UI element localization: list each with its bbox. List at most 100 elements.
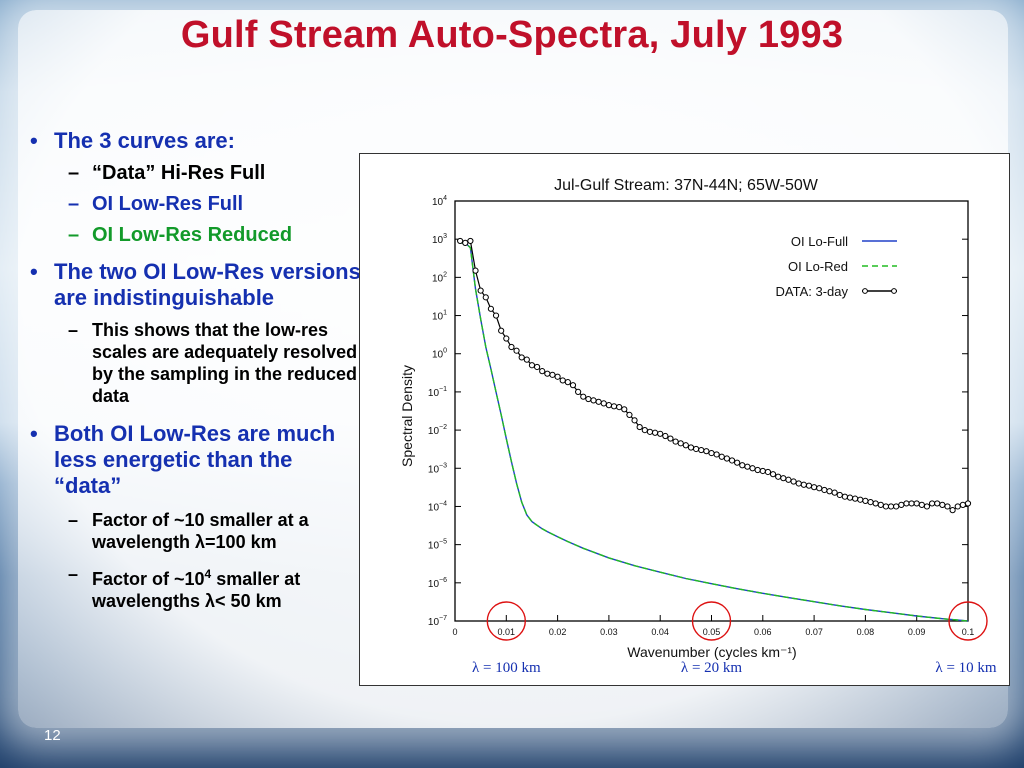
highlight-circle: [486, 601, 527, 641]
data-point: [908, 500, 915, 507]
data-point: [846, 494, 854, 501]
data-point: [631, 417, 638, 424]
spectra-chart: Jul-Gulf Stream: 37N-44N; 65W-50W 104 103…: [399, 177, 997, 676]
data-point: [780, 475, 787, 482]
data-point: [595, 398, 602, 405]
series-layer: [457, 237, 972, 622]
data-point: [585, 395, 592, 403]
data-point: [554, 373, 561, 380]
sub-bullet-sampling: – This shows that the low-res scales are …: [68, 320, 358, 406]
sub-bullet-text: This shows that the low-res scales are a…: [92, 320, 358, 406]
data-point: [477, 287, 484, 294]
data-point: [539, 368, 546, 375]
data-point: [708, 449, 715, 457]
data-point: [816, 485, 823, 492]
sub-bullet-oi-reduced: – OI Low-Res Reduced: [68, 224, 293, 246]
bullet-text: Both OI Low-Res are much less energetic …: [54, 421, 336, 498]
data-point: [831, 489, 838, 496]
bullet-indistinguishable: • The two OI Low-Res versions are indist…: [30, 259, 365, 311]
data-point: [621, 406, 628, 413]
data-point: [616, 404, 623, 411]
data-point: [852, 495, 859, 502]
data-point: [923, 503, 931, 510]
bullet-curves: • The 3 curves are:: [30, 128, 365, 154]
data-point: [600, 400, 607, 407]
data-point: [662, 432, 669, 440]
x-tick-label: 0: [452, 627, 457, 637]
data-point: [841, 493, 848, 500]
x-tick-label: 0.02: [549, 627, 567, 637]
legend-label: DATA: 3-day: [776, 284, 849, 299]
data-point: [503, 335, 510, 342]
data-point: [934, 500, 941, 507]
data-point: [569, 382, 577, 389]
y-tick-label: 102: [432, 271, 447, 284]
data-point: [677, 440, 684, 447]
x-axis-label: Wavenumber (cycles km⁻¹): [627, 644, 796, 660]
wavelength-label: λ = 10 km: [935, 660, 996, 676]
series-line-1: [460, 242, 969, 622]
data-point: [764, 468, 772, 476]
x-tick-label: 0.06: [754, 627, 772, 637]
data-point: [482, 294, 489, 301]
data-point: [641, 426, 648, 434]
data-point: [790, 478, 797, 485]
data-point: [877, 501, 884, 508]
data-point: [646, 428, 654, 435]
sub-bullet-text: Factor of ~10: [92, 569, 205, 589]
data-point: [949, 507, 956, 514]
legend-label: OI Lo-Red: [788, 259, 848, 274]
data-point: [898, 501, 905, 508]
data-point: [544, 370, 551, 377]
legend-marker: [891, 288, 897, 294]
page-number: 12: [44, 727, 61, 744]
x-tick-label: 0.08: [857, 627, 875, 637]
data-point: [518, 354, 525, 361]
x-tick-label: 0.09: [908, 627, 926, 637]
data-point: [559, 377, 566, 384]
data-point: [939, 501, 946, 508]
data-point: [749, 465, 756, 472]
y-axis-label: Spectral Density: [399, 365, 415, 467]
data-point: [785, 476, 792, 483]
sub-bullet-text: OI Low-Res Full: [92, 193, 244, 215]
highlight-circle: [691, 601, 732, 641]
annotation-layer: λ = 100 km λ = 20 km λ = 10 km: [472, 601, 997, 676]
data-point: [872, 500, 879, 507]
data-point: [703, 448, 710, 455]
data-point: [769, 471, 777, 478]
bullet-list: • The 3 curves are: – “Data” Hi-Res Full …: [30, 128, 365, 622]
data-point: [487, 305, 495, 312]
data-point: [523, 356, 530, 363]
sub-bullet-text: OI Low-Res Reduced: [92, 224, 293, 246]
data-point: [918, 501, 925, 508]
chart-title: Jul-Gulf Stream: 37N-44N; 65W-50W: [554, 177, 819, 194]
data-point: [508, 343, 515, 351]
sub-bullet-text: Factor of ~10 smaller at a wavelength λ=…: [92, 510, 309, 552]
sub-bullet-text: smaller at wavelengths λ< 50 km: [92, 569, 301, 611]
x-tick-label: 0.04: [651, 627, 669, 637]
data-point: [964, 500, 972, 507]
data-point: [954, 503, 961, 510]
data-point: [887, 503, 895, 510]
data-point: [549, 371, 556, 378]
sub-bullet-oi-full: – OI Low-Res Full: [68, 193, 244, 215]
data-point: [836, 491, 843, 499]
bullet-text: The 3 curves are:: [54, 128, 235, 153]
data-point: [882, 503, 890, 510]
data-point: [672, 438, 679, 445]
y-tick-label: 10−6: [428, 577, 447, 590]
bullet-text: The two OI Low-Res versions are indistin…: [54, 259, 361, 310]
data-point: [605, 402, 612, 409]
data-point: [564, 379, 571, 386]
data-point: [498, 327, 505, 334]
data-point: [528, 362, 536, 369]
legend-label: OI Lo-Full: [791, 234, 848, 249]
data-point: [590, 397, 597, 404]
data-point: [693, 445, 700, 453]
bullet-dot: •: [30, 421, 38, 446]
data-point: [734, 459, 741, 466]
wavelength-label: λ = 20 km: [681, 660, 742, 676]
data-point: [862, 497, 869, 504]
data-point: [800, 481, 807, 488]
